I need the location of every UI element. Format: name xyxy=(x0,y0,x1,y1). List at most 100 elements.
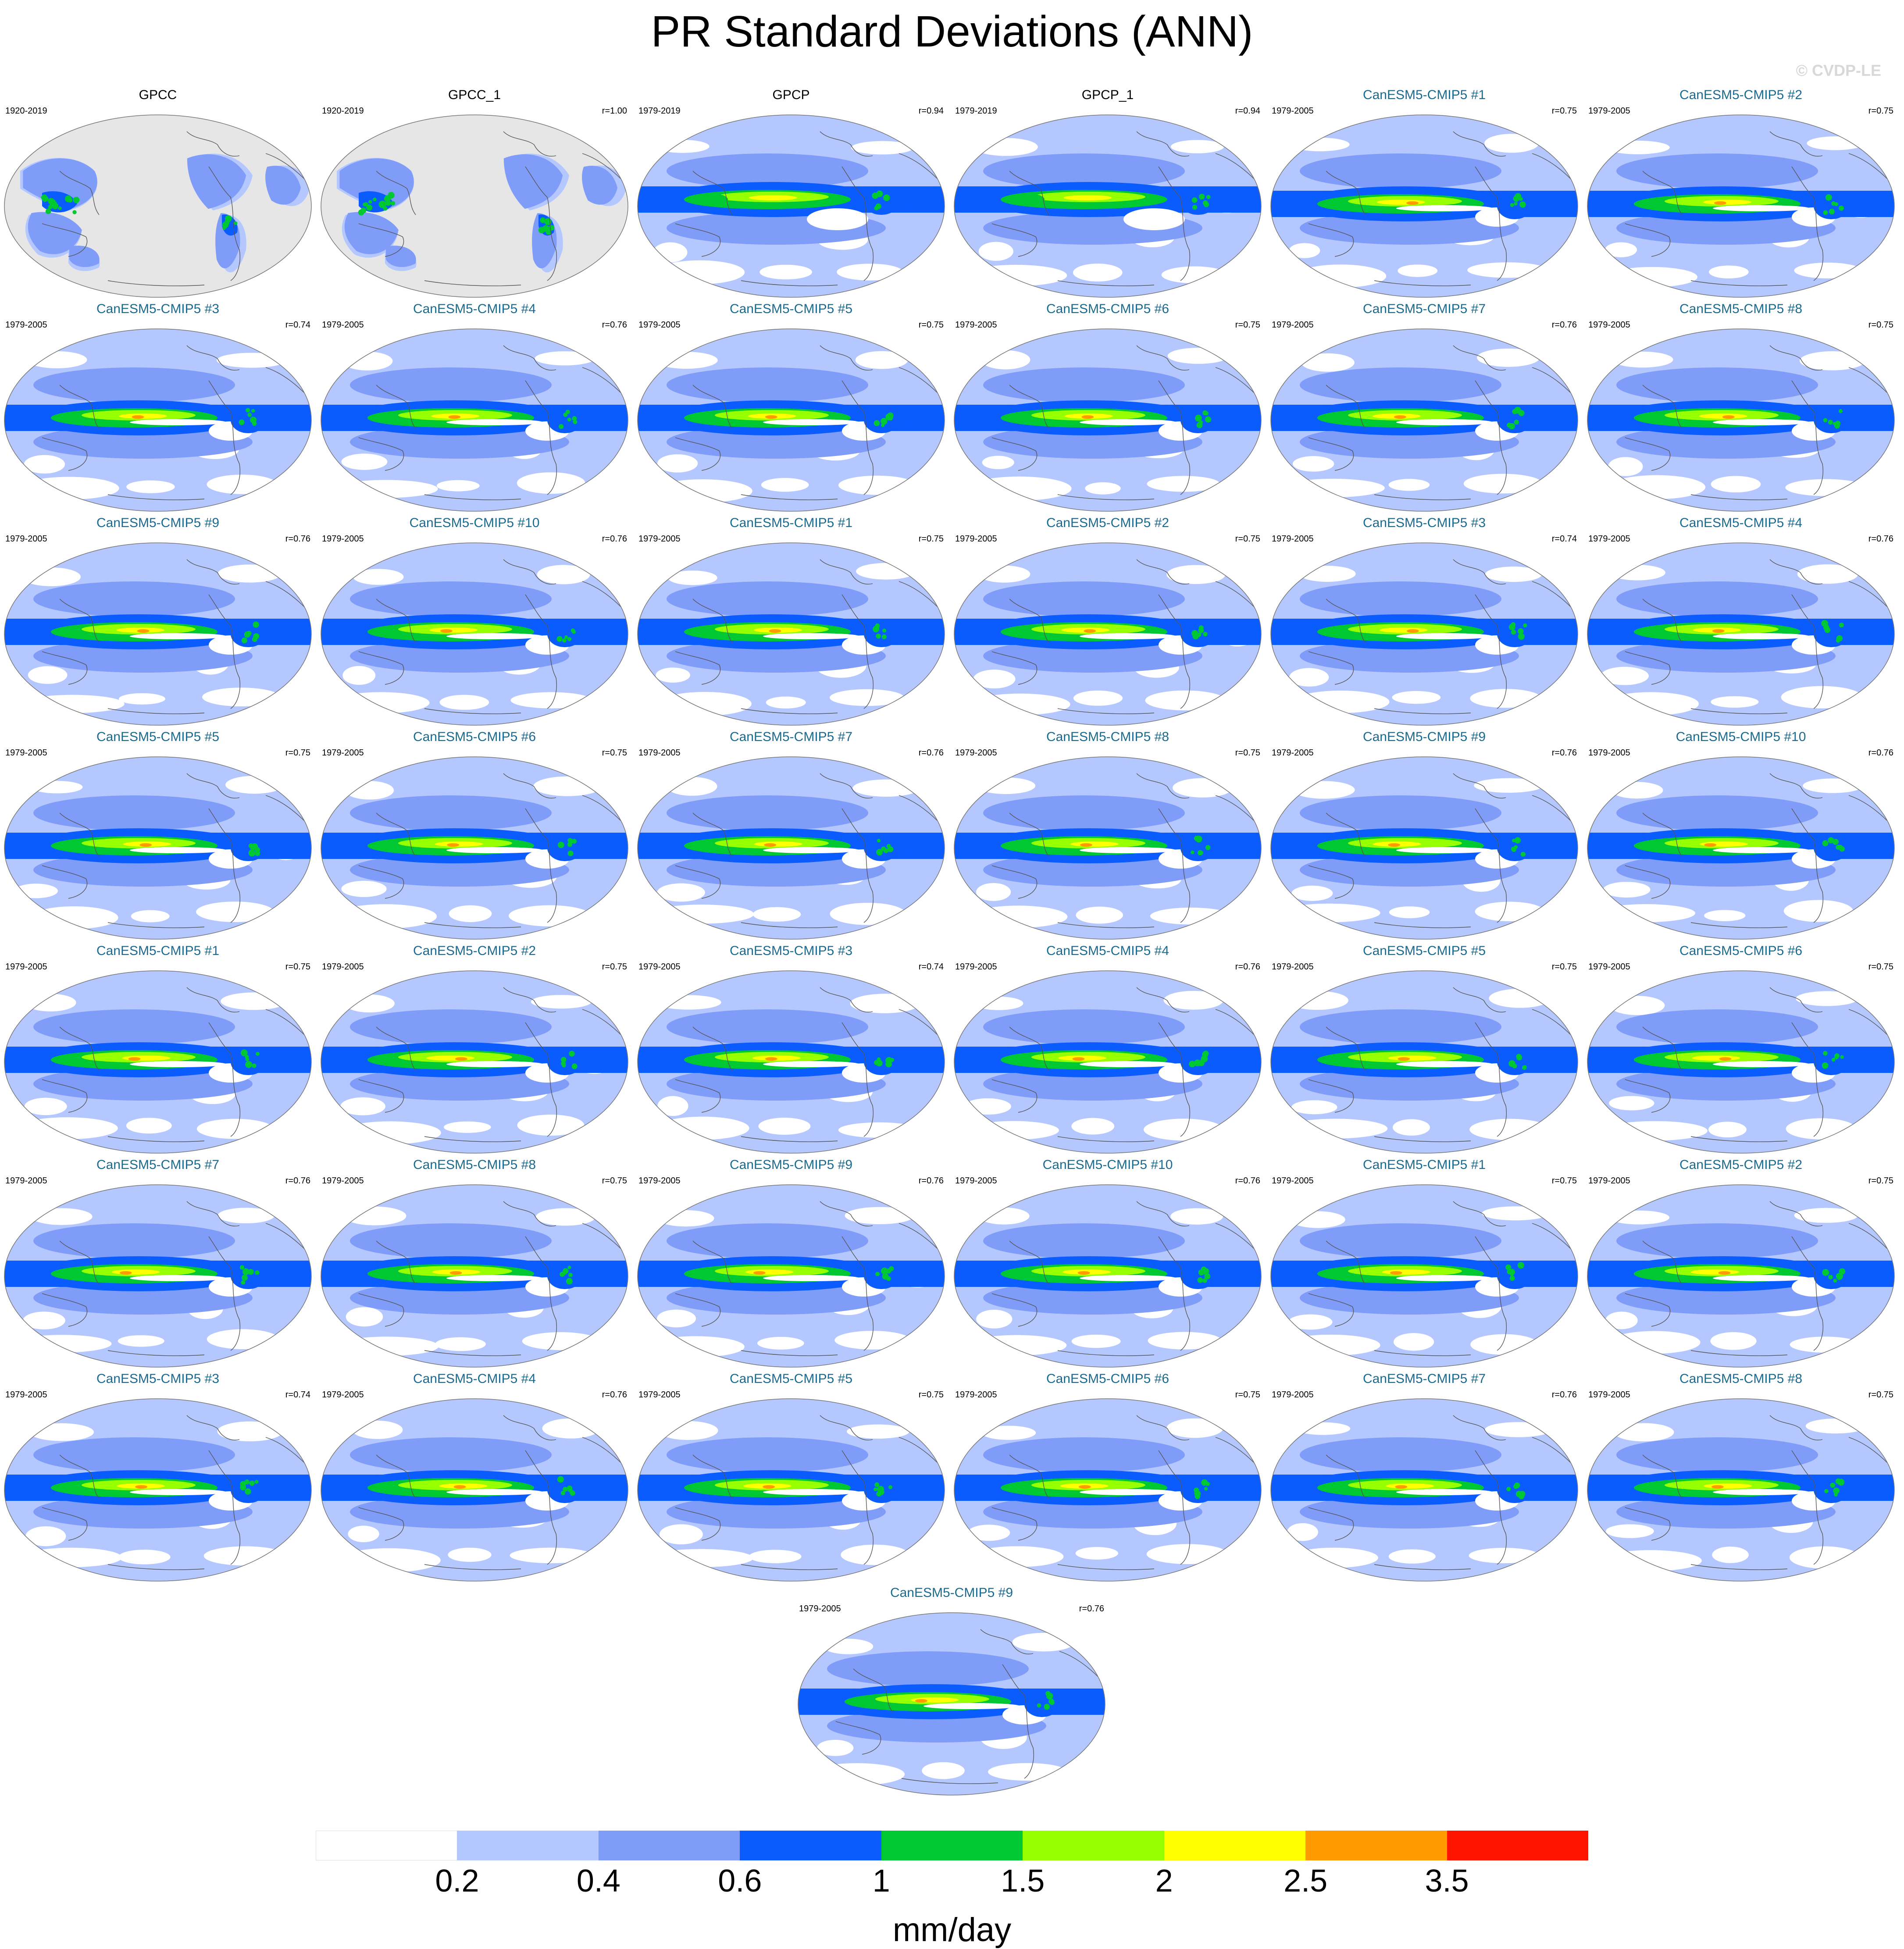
colorbar-swatch xyxy=(598,1831,740,1860)
panel-correlation: r=0.74 xyxy=(918,962,944,972)
panel-correlation: r=0.75 xyxy=(285,748,310,758)
panel-map xyxy=(1270,1184,1578,1368)
panel-correlation: r=0.76 xyxy=(1235,962,1260,972)
panel-years: 1979-2005 xyxy=(638,962,681,972)
panel-years: 1979-2005 xyxy=(638,1176,681,1186)
panel-correlation: r=0.76 xyxy=(602,534,627,544)
panel-map xyxy=(637,1398,945,1582)
panel-correlation: r=0.75 xyxy=(1235,534,1260,544)
panel-title: CanESM5-CMIP5 #2 xyxy=(1679,88,1803,102)
panel-correlation: r=0.75 xyxy=(918,534,944,544)
map-panel: CanESM5-CMIP5 #9 1979-2005 r=0.76 xyxy=(0,516,316,726)
panel-years: 1979-2005 xyxy=(5,748,47,758)
map-panel: CanESM5-CMIP5 #4 1979-2005 r=0.76 xyxy=(950,944,1266,1154)
panel-years: 1979-2005 xyxy=(322,1390,364,1400)
map-panel: CanESM5-CMIP5 #2 1979-2005 r=0.75 xyxy=(1583,88,1899,298)
panel-map xyxy=(1587,328,1895,512)
panel-correlation: r=0.75 xyxy=(602,748,627,758)
panel-title: CanESM5-CMIP5 #1 xyxy=(96,944,220,958)
colorbar-tick-label: 2 xyxy=(1155,1863,1173,1899)
panel-title: CanESM5-CMIP5 #1 xyxy=(1362,1158,1486,1172)
map-panel: CanESM5-CMIP5 #3 1979-2005 r=0.74 xyxy=(0,1372,316,1582)
panel-correlation: r=0.76 xyxy=(602,320,627,330)
panel-years: 1979-2005 xyxy=(1588,106,1630,116)
panel-correlation: r=0.76 xyxy=(918,748,944,758)
panel-map xyxy=(4,1184,312,1368)
panel-years: 1979-2005 xyxy=(955,1390,997,1400)
panel-correlation: r=0.76 xyxy=(285,534,310,544)
map-panel: CanESM5-CMIP5 #7 1979-2005 r=0.76 xyxy=(1266,302,1582,512)
panel-map xyxy=(1270,970,1578,1154)
panel-correlation: r=0.76 xyxy=(602,1390,627,1400)
panel-title: CanESM5-CMIP5 #7 xyxy=(1362,1372,1486,1386)
map-panel: CanESM5-CMIP5 #9 1979-2005 r=0.76 xyxy=(633,1158,949,1368)
map-panel: GPCP_1 1979-2019 r=0.94 xyxy=(950,88,1266,298)
panel-years: 1979-2005 xyxy=(5,320,47,330)
panel-years: 1979-2005 xyxy=(955,1176,997,1186)
panel-years: 1979-2005 xyxy=(1272,320,1314,330)
colorbar-tick-label: 3.5 xyxy=(1425,1863,1469,1899)
map-panel: CanESM5-CMIP5 #1 1979-2005 r=0.75 xyxy=(0,944,316,1154)
panel-years: 1979-2005 xyxy=(955,320,997,330)
panel-years: 1979-2005 xyxy=(638,320,681,330)
panel-map xyxy=(637,970,945,1154)
panel-title: CanESM5-CMIP5 #8 xyxy=(413,1158,536,1172)
panel-years: 1979-2005 xyxy=(5,1390,47,1400)
panel-correlation: r=0.76 xyxy=(1235,1176,1260,1186)
map-panel: CanESM5-CMIP5 #8 1979-2005 r=0.75 xyxy=(1583,1372,1899,1582)
panel-title: CanESM5-CMIP5 #9 xyxy=(1362,730,1486,744)
panel-years: 1979-2005 xyxy=(322,320,364,330)
colorbar-tick-label: 0.4 xyxy=(576,1863,620,1899)
panel-years: 1979-2005 xyxy=(5,962,47,972)
copyright-watermark: © CVDP-LE xyxy=(1796,61,1881,79)
panel-map xyxy=(4,114,312,298)
panel-map xyxy=(954,114,1262,298)
map-panel: CanESM5-CMIP5 #4 1979-2005 r=0.76 xyxy=(317,302,632,512)
panel-title: GPCC xyxy=(139,88,177,102)
colorbar-tick-label: 2.5 xyxy=(1284,1863,1328,1899)
panel-correlation: r=0.75 xyxy=(1868,1390,1893,1400)
colorbar-tick-label: 1.5 xyxy=(1001,1863,1045,1899)
colorbar-tick-label: 0.6 xyxy=(718,1863,762,1899)
panel-correlation: r=0.76 xyxy=(1079,1604,1104,1614)
panel-correlation: r=0.75 xyxy=(1235,1390,1260,1400)
colorbar-tick-label: 1 xyxy=(872,1863,890,1899)
panel-title: CanESM5-CMIP5 #4 xyxy=(1046,944,1169,958)
map-panel: CanESM5-CMIP5 #5 1979-2005 r=0.75 xyxy=(0,730,316,940)
map-panel: CanESM5-CMIP5 #10 1979-2005 r=0.76 xyxy=(317,516,632,726)
map-panel: CanESM5-CMIP5 #5 1979-2005 r=0.75 xyxy=(633,302,949,512)
panel-correlation: r=0.76 xyxy=(1551,748,1577,758)
panel-map xyxy=(1587,756,1895,940)
panel-correlation: r=0.75 xyxy=(1868,1176,1893,1186)
map-panel: CanESM5-CMIP5 #5 1979-2005 r=0.75 xyxy=(1266,944,1582,1154)
panel-title: CanESM5-CMIP5 #3 xyxy=(96,1372,220,1386)
panel-title: CanESM5-CMIP5 #10 xyxy=(1042,1158,1173,1172)
panel-title: CanESM5-CMIP5 #6 xyxy=(1046,1372,1169,1386)
map-panel: CanESM5-CMIP5 #6 1979-2005 r=0.75 xyxy=(950,1372,1266,1582)
map-panel: CanESM5-CMIP5 #3 1979-2005 r=0.74 xyxy=(633,944,949,1154)
panel-years: 1979-2005 xyxy=(1588,748,1630,758)
panel-years: 1979-2005 xyxy=(1588,534,1630,544)
panel-title: GPCC_1 xyxy=(448,88,501,102)
panel-title: CanESM5-CMIP5 #10 xyxy=(409,516,540,530)
panel-title: CanESM5-CMIP5 #2 xyxy=(413,944,536,958)
panel-years: 1979-2005 xyxy=(322,534,364,544)
panel-map xyxy=(637,114,945,298)
panel-years: 1979-2005 xyxy=(1588,1176,1630,1186)
panel-correlation: r=0.75 xyxy=(918,320,944,330)
panel-title: CanESM5-CMIP5 #5 xyxy=(729,1372,853,1386)
colorbar-swatch xyxy=(740,1831,882,1860)
panel-years: 1979-2005 xyxy=(1272,1390,1314,1400)
map-panel: CanESM5-CMIP5 #6 1979-2005 r=0.75 xyxy=(950,302,1266,512)
map-panel: GPCC_1 1920-2019 r=1.00 xyxy=(317,88,632,298)
panel-title: CanESM5-CMIP5 #5 xyxy=(1362,944,1486,958)
panel-years: 1979-2005 xyxy=(1272,106,1314,116)
panel-title: GPCP xyxy=(772,88,810,102)
panel-title: CanESM5-CMIP5 #6 xyxy=(413,730,536,744)
panel-map xyxy=(1587,542,1895,726)
panel-map xyxy=(1270,542,1578,726)
panel-title: CanESM5-CMIP5 #7 xyxy=(96,1158,220,1172)
panel-title: CanESM5-CMIP5 #6 xyxy=(1046,302,1169,316)
panel-map xyxy=(1587,114,1895,298)
panel-years: 1979-2005 xyxy=(1272,534,1314,544)
